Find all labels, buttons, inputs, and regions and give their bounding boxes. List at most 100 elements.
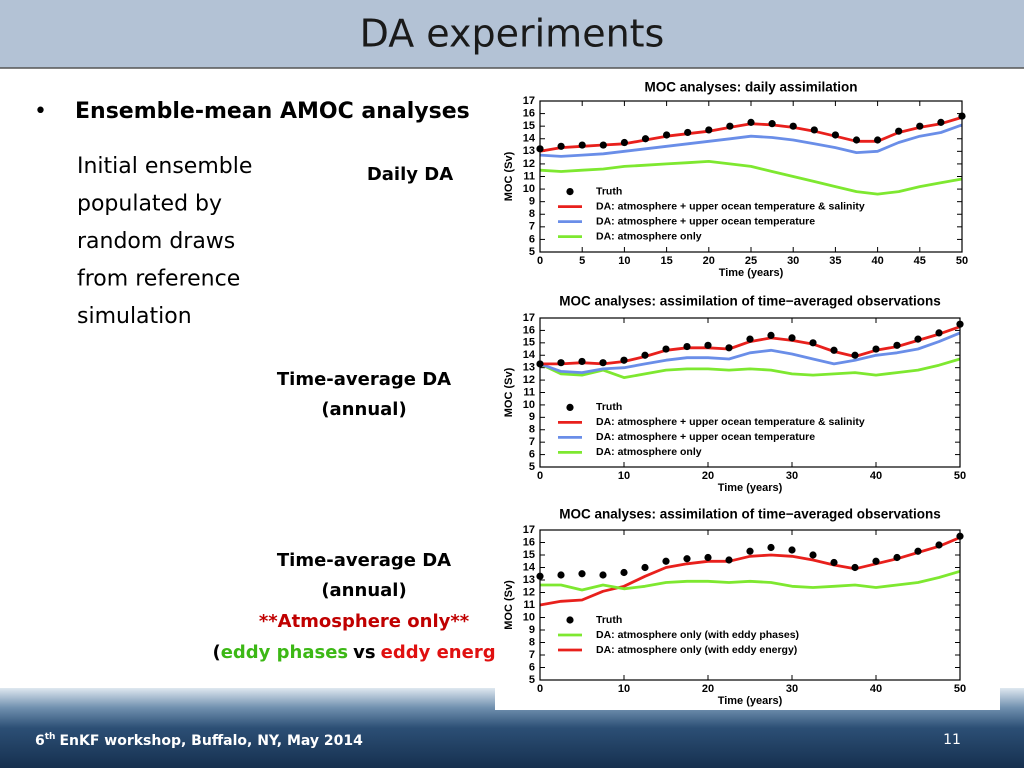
truth-dot [893,341,901,349]
truth-dot [663,131,671,139]
truth-dot [831,131,840,139]
truth-dot [662,345,670,353]
bullet: Ensemble-mean AMOC analyses [75,99,470,124]
legend-label: DA: atmosphere + upper ocean temperature… [596,416,865,428]
y-tick-label: 10 [523,399,535,411]
x-axis-label: Time (years) [719,267,784,279]
y-tick-label: 9 [529,411,535,423]
x-tick-label: 40 [870,683,882,695]
truth-dot [852,136,861,144]
truth-dot [914,335,922,343]
truth-dot [599,359,607,367]
y-tick-label: 10 [523,611,535,623]
legend-label: DA: atmosphere only [596,446,702,458]
series-line [539,123,963,158]
y-tick-label: 8 [529,208,535,220]
y-tick-label: 13 [523,145,535,157]
truth-dot [641,135,650,143]
truth-dot [746,335,754,343]
y-tick-label: 14 [523,561,536,573]
truth-dot [788,334,796,342]
x-axis-label: Time (years) [718,482,783,494]
truth-dot [767,543,775,552]
truth-dot [620,356,628,364]
truth-dot [851,563,859,572]
footer-sup: th [45,732,56,742]
bullet-dot: • [34,99,47,124]
x-tick-label: 50 [954,470,966,482]
y-tick-label: 5 [529,674,535,686]
footer-rest: EnKF workshop, Buffalo, NY, May 2014 [59,733,363,749]
plot-frame [539,317,961,468]
truth-dot [620,138,629,147]
label: (annual) [321,399,406,420]
x-tick-label: 20 [702,470,714,482]
note: Initial ensemble populated by random draws… [77,154,252,329]
slide-title: DA experiments [360,12,665,56]
legend-swatch [566,616,574,624]
truth-dot [726,122,734,130]
y-tick-label: 13 [523,574,535,586]
truth-dot [767,331,775,339]
x-tick-label: 50 [954,683,966,695]
y-tick-label: 15 [523,120,535,132]
truth-dot [705,126,713,134]
truth-dot [916,122,924,130]
y-tick-label: 11 [523,170,535,182]
plot-frame [539,100,963,253]
truth-dot [684,128,692,137]
truth-dot [809,339,817,347]
note-line: from reference [77,267,240,292]
truth-dot [830,558,838,567]
truth-dot [893,553,901,562]
truth-dot [810,126,818,134]
y-tick-label: 12 [523,158,535,170]
y-tick-label: 5 [529,246,535,258]
truth-dot [895,127,903,135]
legend-label: DA: atmosphere + upper ocean temperature [596,431,815,443]
truth-dot [557,142,565,150]
truth-dot [914,547,922,555]
note-line: Initial ensemble [77,154,252,179]
note-line: random draws [77,229,235,254]
label: Time-average DA [277,369,451,390]
y-axis-label: MOC (Sv) [503,580,515,630]
x-tick-label: 35 [829,255,841,267]
x-tick-label: 40 [871,255,883,267]
y-tick-label: 8 [529,636,535,648]
chart-title: MOC analyses: assimilation of time−avera… [559,507,941,522]
x-tick-label: 20 [703,255,715,267]
y-tick-label: 8 [529,424,535,436]
charts: MOC analyses: daily assimilation Time (ye… [503,80,968,707]
y-tick-label: 16 [523,536,535,548]
truth-dot [872,557,880,565]
truth-dot [704,553,712,562]
truth-dot [874,136,882,144]
x-tick-label: 30 [786,683,798,695]
y-tick-label: 15 [523,337,535,349]
x-tick-label: 40 [870,470,882,482]
y-tick-label: 16 [523,324,535,336]
x-tick-label: 10 [618,255,630,267]
y-tick-label: 10 [523,183,535,195]
truth-dot [557,359,565,367]
truth-dot [599,141,607,149]
legend-swatch [566,403,574,411]
y-tick-label: 7 [529,649,535,661]
x-tick-label: 15 [660,255,672,267]
truth-dot [578,357,586,366]
y-tick-label: 17 [523,524,535,536]
y-axis-label: MOC (Sv) [503,151,515,201]
y-tick-label: 17 [523,95,535,107]
series-line [540,569,961,592]
y-tick-label: 6 [529,661,535,673]
x-tick-label: 30 [786,470,798,482]
y-tick-label: 6 [529,448,535,460]
truth-dot [789,122,797,130]
legend-label: DA: atmosphere only [596,230,702,242]
truth-dot [747,118,755,126]
y-tick-label: 5 [529,461,535,473]
note-line: simulation [77,304,192,329]
chart-bg [495,292,1005,497]
